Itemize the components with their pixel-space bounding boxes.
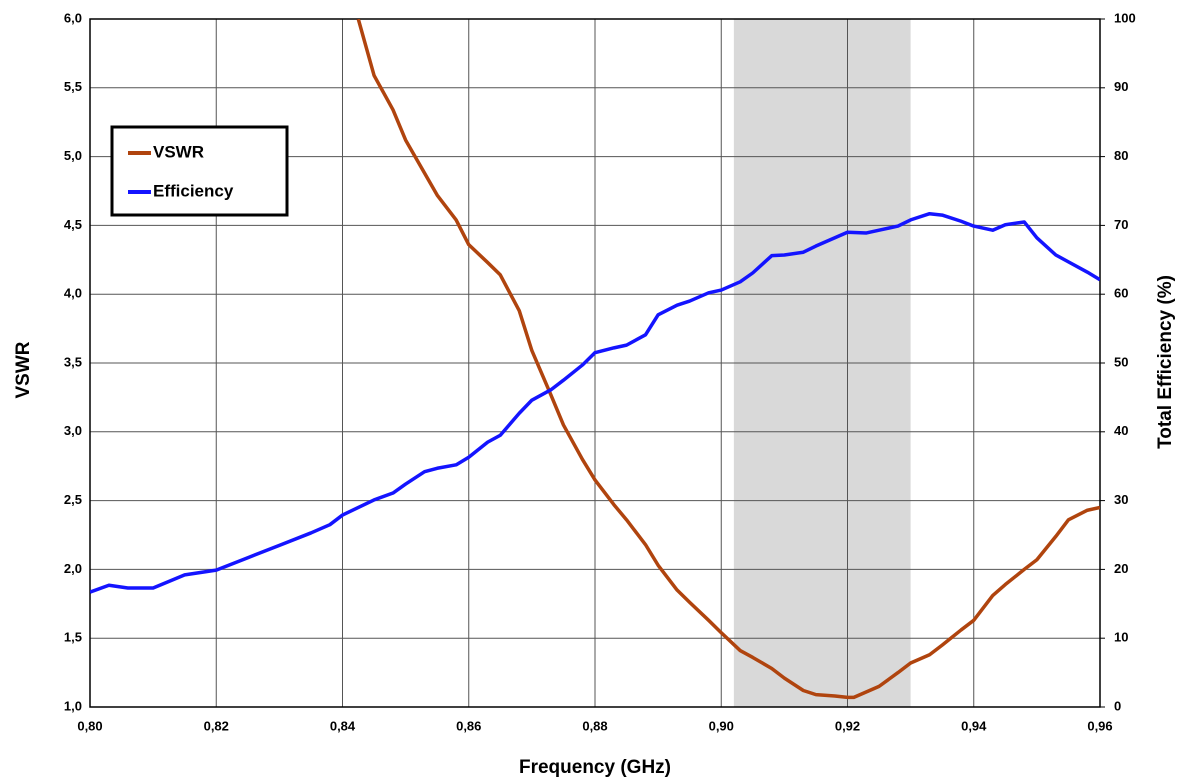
x-tick-label: 0,84 — [330, 718, 356, 733]
legend-label: VSWR — [153, 142, 204, 161]
y-tick-label: 1,0 — [64, 698, 82, 713]
x-tick-label: 0,86 — [456, 718, 481, 733]
y-tick-label: 1,5 — [64, 630, 82, 645]
y-tick-label: 3,5 — [64, 354, 82, 369]
y2-tick-label: 50 — [1114, 354, 1128, 369]
x-tick-label: 0,92 — [835, 718, 860, 733]
plot-frame — [89, 18, 1101, 708]
x-tick-label: 0,96 — [1087, 718, 1112, 733]
y-tick-label: 2,0 — [64, 561, 82, 576]
y-tick-label: 4,0 — [64, 286, 82, 301]
x-axis-title: Frequency (GHz) — [519, 757, 671, 778]
x-tick-label: 0,80 — [77, 718, 102, 733]
y-tick-label: 6,0 — [64, 10, 82, 25]
legend-label: Efficiency — [153, 181, 234, 200]
y-tick-label: 5,5 — [64, 79, 82, 94]
y-tick-label: 4,5 — [64, 217, 82, 232]
y2-tick-label: 20 — [1114, 561, 1128, 576]
y2-tick-label: 70 — [1114, 217, 1128, 232]
y2-tick-label: 30 — [1114, 492, 1128, 507]
y2-axis-title: Total Efficiency (%) — [1155, 275, 1176, 449]
y-tick-label: 5,0 — [64, 148, 82, 163]
series-line — [90, 211, 1100, 594]
y-tick-label: 3,0 — [64, 423, 82, 438]
y2-tick-label: 90 — [1114, 79, 1128, 94]
y2-tick-label: 80 — [1114, 148, 1128, 163]
y2-tick-label: 40 — [1114, 423, 1128, 438]
y2-tick-label: 10 — [1114, 630, 1128, 645]
x-tick-label: 0,82 — [204, 718, 229, 733]
x-tick-label: 0,94 — [961, 718, 987, 733]
x-tick-label: 0,88 — [582, 718, 607, 733]
y-axis-title: VSWR — [13, 341, 34, 398]
y2-tick-label: 60 — [1114, 286, 1128, 301]
legend-box — [110, 125, 289, 217]
series-line — [356, 19, 1100, 700]
y2-tick-label: 0 — [1114, 698, 1121, 713]
x-tick-label: 0,90 — [709, 718, 734, 733]
y-tick-label: 2,5 — [64, 492, 82, 507]
y2-tick-label: 100 — [1114, 10, 1136, 25]
